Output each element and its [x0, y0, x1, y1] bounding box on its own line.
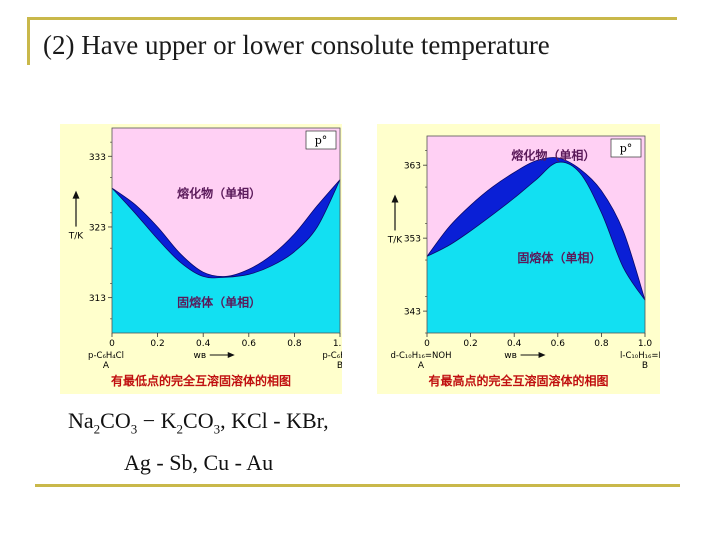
formula-part: , KCl - KBr, [220, 408, 329, 433]
x-tick-label: 0.2 [150, 339, 164, 349]
left-rule [27, 17, 30, 65]
x-tick-label: 0.4 [196, 339, 211, 349]
pressure-box [610, 138, 642, 158]
x-axis-label: wʙ [193, 351, 206, 361]
y-axis-label: T/K [68, 232, 85, 242]
right-component-letter: B [337, 361, 342, 371]
two-phase-region [112, 179, 340, 278]
right-component-letter: B [642, 361, 648, 371]
upper-phase-label: 熔化物（单相） [177, 186, 261, 201]
plot-frame [111, 127, 341, 334]
phase-diagram-maximum: p° 343 353 363 T/K 0 0.2 0.4 0.6 0.8 1.0 熔化物（单相） 固熔体… [377, 124, 660, 394]
y-tick-label: 333 [89, 153, 106, 163]
pressure-box [305, 130, 337, 150]
plot-frame [426, 135, 646, 334]
x-tick-label: 0.6 [242, 339, 257, 349]
pressure-label: p° [315, 134, 328, 147]
caption-minimum: 有最低点的完全互溶固溶体的相图 [110, 374, 291, 388]
formula-subscript: 3 [130, 421, 138, 437]
formula-part: CO [100, 408, 131, 433]
y-axis-arrowhead [72, 190, 80, 199]
x-tick-label: 1.0 [638, 339, 653, 349]
right-component-label: l-C₁₀H₁₆=NOH [620, 351, 660, 361]
formula-part: Na [68, 408, 94, 433]
phase-diagram-minimum: p° 313 323 333 T/K 0 0.2 0.4 0.6 0.8 1.0 熔化物（单相） 固熔体… [60, 124, 342, 394]
left-component-letter: A [103, 361, 110, 371]
examples-line-2: Ag - Sb, Cu - Au [124, 450, 274, 475]
x-tick-label: 0.6 [551, 339, 566, 349]
right-component-label: p-C₆H₄Cl₂ [322, 351, 342, 361]
caption-maximum: 有最高点的完全互溶固溶体的相图 [428, 374, 609, 388]
examples-line-1: Na2CO3 − K2CO3, KCl - KBr, [68, 408, 329, 437]
phase-diagram-maximum-plot: p° 343 353 363 T/K 0 0.2 0.4 0.6 0.8 1.0 熔化物（单相） 固熔体… [387, 135, 660, 371]
y-tick-label: 343 [404, 308, 421, 318]
y-axis-label: T/K [387, 235, 404, 245]
x-tick-label: 0.4 [507, 339, 522, 349]
formula-part: − K [137, 408, 177, 433]
x-tick-label: 0 [109, 339, 115, 349]
upper-phase-label: 熔化物（单相） [511, 148, 595, 163]
y-tick-label: 313 [89, 294, 106, 304]
x-tick-label: 0.8 [287, 339, 302, 349]
phase-diagram-minimum-plot: p° 313 323 333 T/K 0 0.2 0.4 0.6 0.8 1.0 熔化物（单相） 固熔体… [68, 127, 342, 371]
solidus-curve [111, 179, 341, 279]
y-tick-label: 323 [89, 223, 106, 233]
left-component-label: d-C₁₀H₁₆=NOH [391, 351, 452, 361]
lower-phase-label: 固熔体（单相） [517, 250, 601, 265]
top-rule [27, 17, 677, 20]
x-axis-arrowhead [227, 352, 235, 358]
slide-title: (2) Have upper or lower consolute temper… [43, 30, 550, 60]
solid-solution-region [427, 162, 645, 333]
two-phase-region [427, 157, 645, 301]
x-axis-label: wʙ [504, 351, 517, 361]
y-tick-label: 353 [404, 235, 421, 245]
lower-phase-label: 固熔体（单相） [177, 294, 261, 309]
pressure-label: p° [620, 142, 633, 155]
formula-subscript: 2 [93, 421, 101, 437]
left-component-label: p-C₆H₄Cl [88, 351, 124, 361]
x-axis-arrowhead [538, 352, 546, 358]
formula-part: CO [183, 408, 214, 433]
formula-subscript: 2 [176, 421, 184, 437]
liquidus-curve [426, 157, 646, 301]
x-tick-label: 0 [424, 339, 430, 349]
solidus-curve [426, 161, 646, 301]
liquidus-curve [111, 179, 341, 277]
y-tick-label: 363 [404, 162, 421, 172]
solid-solution-region [112, 179, 340, 333]
x-tick-label: 1.0 [333, 339, 342, 349]
left-component-letter: A [418, 361, 425, 371]
y-axis-arrowhead [391, 194, 399, 203]
x-tick-label: 0.2 [463, 339, 477, 349]
x-tick-label: 0.8 [594, 339, 609, 349]
formula-subscript: 3 [213, 421, 221, 437]
bottom-rule [35, 484, 680, 487]
